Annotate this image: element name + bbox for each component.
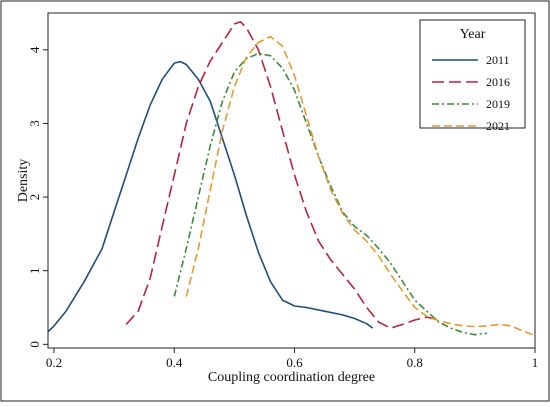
legend-label: 2011 [486,53,510,67]
x-tick-label: 0.6 [286,355,303,370]
series-lines [47,21,536,337]
x-axis-label: Coupling coordination degree [208,370,375,385]
axes: 0.2 0.4 0.6 0.8 1 0 1 2 3 4 [27,46,538,370]
legend-label: 2016 [486,75,510,89]
legend-label: 2019 [486,97,510,111]
series-line-2011 [47,60,374,333]
legend-title: Year [460,27,486,42]
y-tick-label: 4 [27,46,42,53]
y-tick-label: 1 [27,267,42,274]
series-line-2021 [185,35,536,337]
y-tick-label: 0 [27,341,42,348]
y-tick-label: 2 [27,194,42,201]
series-line-2016 [125,21,439,329]
x-tick-label: 1 [532,355,539,370]
x-tick-label: 0.4 [166,355,183,370]
legend-label: 2021 [486,119,510,133]
y-axis-label: Density [16,159,31,203]
x-tick-label: 0.8 [407,355,423,370]
x-tick-label: 0.2 [46,355,62,370]
y-tick-label: 3 [27,120,42,127]
legend-box [419,19,526,129]
